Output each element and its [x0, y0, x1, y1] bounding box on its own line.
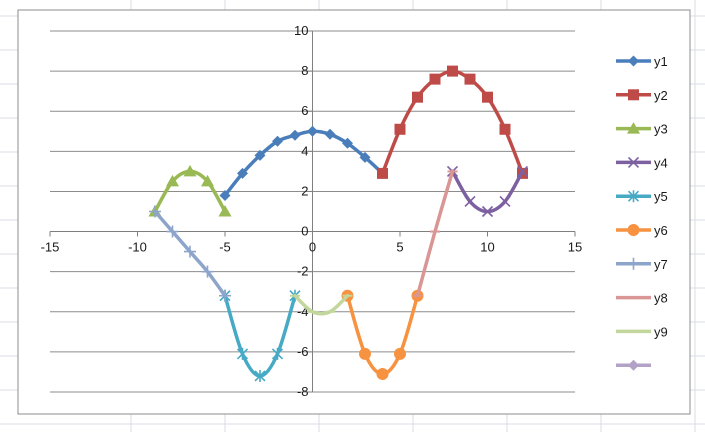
legend-item[interactable]: y1: [616, 54, 668, 69]
legend-item[interactable]: y6: [616, 223, 668, 238]
x-tick-label: 15: [568, 240, 582, 255]
legend-marker: [627, 156, 640, 168]
y-tick-label: -4: [297, 304, 309, 319]
legend-item[interactable]: [616, 359, 651, 371]
legend-marker: [628, 89, 639, 101]
axes: [49, 30, 576, 393]
legend-item[interactable]: y8: [616, 291, 668, 306]
legend-label: y8: [654, 291, 668, 306]
data-point: [464, 73, 476, 85]
data-point: [359, 347, 371, 360]
data-point: [237, 167, 248, 179]
x-tick-label: -10: [128, 240, 147, 255]
y-tick-label: -6: [297, 344, 309, 359]
data-point: [482, 91, 493, 103]
data-point: [394, 347, 406, 360]
y-tick-label: 2: [301, 183, 308, 198]
data-point: [289, 129, 301, 141]
data-point: [272, 135, 283, 147]
y-tick-label: 6: [301, 103, 308, 118]
data-point: [201, 265, 214, 278]
plot-area-series: [148, 65, 529, 382]
data-point: [166, 174, 179, 187]
legend-item[interactable]: y2: [616, 88, 668, 103]
legend-label: y2: [654, 88, 668, 103]
legend-label: y9: [654, 324, 668, 339]
data-point: [219, 289, 231, 302]
data-point: [516, 165, 529, 177]
x-tick-label: -15: [41, 240, 60, 255]
legend-label: y3: [654, 122, 668, 137]
data-point: [499, 195, 511, 208]
series-line[interactable]: [293, 293, 350, 316]
legend-label: y5: [654, 189, 668, 204]
series-y9[interactable]: [290, 293, 353, 316]
legend-label: y4: [654, 155, 668, 170]
legend[interactable]: y1 y2 y3 y4 y5 y6 y7 y8 y9: [616, 54, 668, 371]
data-point: [201, 174, 214, 187]
data-point: [464, 195, 476, 208]
data-point: [149, 205, 161, 218]
data-point: [254, 149, 266, 161]
legend-marker: [628, 55, 639, 67]
y-tick-label: 10: [294, 23, 308, 38]
chart-area[interactable]: [17, 9, 691, 415]
data-point: [166, 225, 179, 238]
data-point: [271, 347, 284, 360]
legend-item[interactable]: y7: [616, 257, 668, 272]
legend-item[interactable]: y4: [616, 155, 668, 170]
legend-label: y6: [654, 223, 668, 238]
data-point: [218, 205, 232, 217]
series-line[interactable]: [223, 129, 385, 198]
data-point: [236, 347, 249, 360]
y-tick-label: 8: [301, 63, 308, 78]
series-y8[interactable]: [412, 169, 458, 298]
legend-label: y1: [654, 54, 668, 69]
data-point: [342, 137, 353, 149]
data-point: [376, 367, 389, 380]
data-point: [481, 205, 494, 218]
legend-label: y7: [654, 257, 668, 272]
data-point: [447, 65, 458, 77]
data-point: [394, 123, 406, 135]
y-tick-label: -8: [297, 384, 309, 399]
data-point: [499, 123, 511, 135]
y-axis-tick-labels: -8 -6 -4 -2 0 2 4 6 8 10: [294, 23, 308, 399]
y-tick-label: 4: [301, 143, 308, 158]
series-y7[interactable]: [149, 205, 231, 302]
data-point: [219, 189, 231, 201]
data-point: [254, 369, 266, 382]
x-tick-label: -5: [219, 240, 231, 255]
data-point: [184, 245, 196, 258]
legend-item[interactable]: y3: [616, 122, 668, 137]
legend-marker: [627, 257, 640, 270]
data-point: [429, 73, 441, 85]
y-tick-label: -2: [297, 264, 309, 279]
series-y4[interactable]: [446, 165, 529, 218]
legend-marker: [627, 190, 640, 203]
x-axis-tick-labels: -15 -10 -5 0 5 10 15: [41, 240, 583, 255]
legend-marker: [627, 224, 640, 236]
x-tick-label: 5: [396, 240, 403, 255]
legend-item[interactable]: y9: [616, 324, 668, 339]
y-tick-label: 0: [301, 224, 308, 239]
data-point: [307, 125, 318, 137]
legend-item[interactable]: y5: [616, 189, 668, 204]
data-point: [324, 128, 336, 140]
data-point: [377, 167, 388, 179]
x-tick-label: 10: [480, 240, 494, 255]
legend-marker: [627, 122, 640, 134]
data-point: [412, 91, 423, 103]
x-tick-label: 0: [309, 240, 316, 255]
data-point: [359, 151, 371, 163]
data-point: [183, 164, 197, 177]
legend-marker: [628, 359, 639, 371]
